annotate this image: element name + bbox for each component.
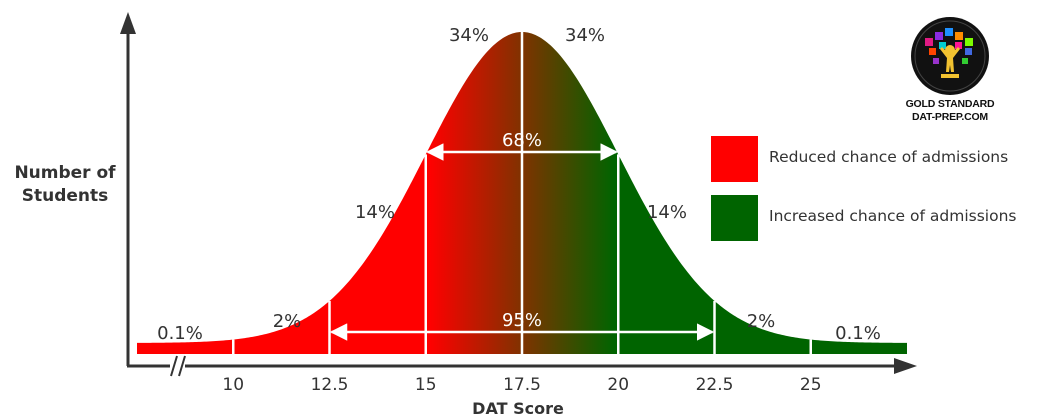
band-dividers bbox=[232, 32, 812, 354]
y-axis-label-line-1: Number of bbox=[14, 163, 116, 183]
range-arrows: 68% 95% bbox=[329, 130, 715, 341]
y-axis-label-line-2: Students bbox=[21, 186, 109, 206]
axis-break-mark bbox=[178, 355, 186, 377]
x-tick-label: 15 bbox=[415, 375, 437, 395]
band-percent-label: 14% bbox=[647, 202, 687, 223]
band-percent-label: 0.1% bbox=[835, 323, 881, 344]
y-axis-arrowhead bbox=[120, 12, 136, 34]
legend-swatch-reduced bbox=[711, 136, 758, 182]
legend-label-increased: Increased chance of admissions bbox=[769, 207, 1017, 225]
y-axis-label: Number of Students bbox=[6, 162, 124, 208]
range-label: 95% bbox=[502, 310, 542, 331]
band-percent-label: 34% bbox=[449, 25, 489, 46]
legend-swatch-increased bbox=[711, 195, 758, 241]
band-percent-label: 2% bbox=[273, 311, 302, 332]
brand-logo: GOLD STANDARD DAT-PREP.COM bbox=[898, 16, 1002, 126]
band-percent-label: 14% bbox=[355, 202, 395, 223]
axes: 10 12.5 15 17.5 20 22.5 25 DAT Score bbox=[120, 12, 917, 418]
logo-badge-icon bbox=[911, 17, 989, 95]
x-tick-label: 12.5 bbox=[311, 375, 349, 395]
band-percent-label: 34% bbox=[565, 25, 605, 46]
x-tick-label: 22.5 bbox=[696, 375, 734, 395]
x-tick-label: 25 bbox=[800, 375, 822, 395]
x-tick-label: 10 bbox=[222, 375, 244, 395]
logo-text-line-1: GOLD STANDARD bbox=[905, 98, 995, 110]
percent-labels: 0.1% 2% 14% 34% 34% 14% 2% 0.1% bbox=[157, 25, 881, 344]
x-tick-label: 20 bbox=[607, 375, 629, 395]
axis-break-mark bbox=[170, 355, 178, 377]
legend-label-reduced: Reduced chance of admissions bbox=[769, 148, 1009, 166]
x-axis-label: DAT Score bbox=[472, 399, 564, 418]
band-percent-label: 0.1% bbox=[157, 323, 203, 344]
range-label: 68% bbox=[502, 130, 542, 151]
x-axis-arrowhead bbox=[894, 358, 917, 374]
logo-text-line-2: DAT-PREP.COM bbox=[912, 111, 988, 123]
x-tick-label: 17.5 bbox=[503, 375, 541, 395]
band-percent-label: 2% bbox=[747, 311, 776, 332]
